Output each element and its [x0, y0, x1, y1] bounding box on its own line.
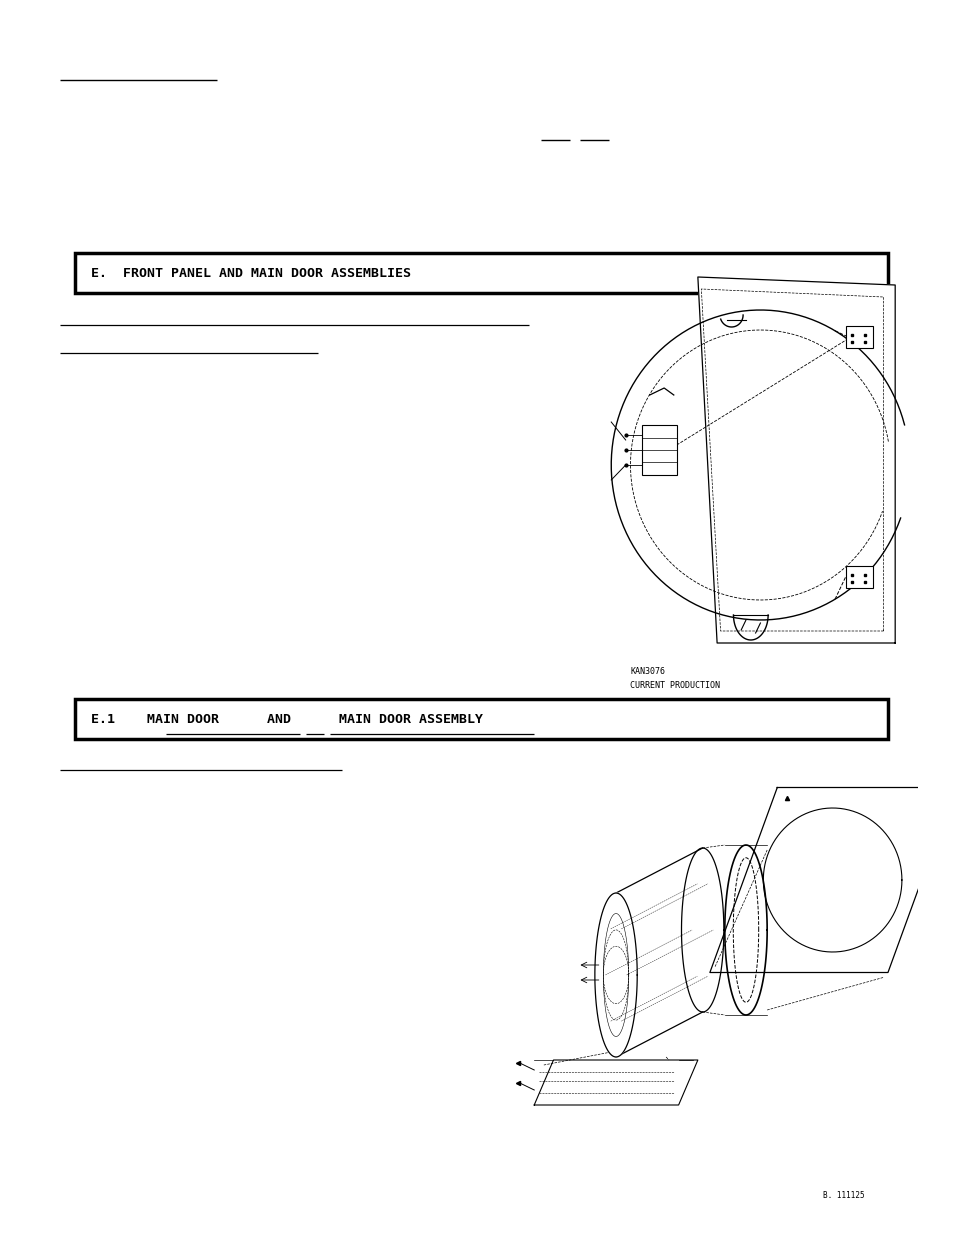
Bar — [845, 326, 872, 348]
Polygon shape — [534, 1060, 698, 1105]
Bar — [75, 699, 887, 739]
Polygon shape — [698, 277, 894, 643]
Text: KAN3076: KAN3076 — [630, 667, 665, 676]
Text: B. 111125: B. 111125 — [822, 1191, 863, 1200]
Text: E.1    MAIN DOOR      AND      MAIN DOOR ASSEMBLY: E.1 MAIN DOOR AND MAIN DOOR ASSEMBLY — [91, 713, 483, 726]
Polygon shape — [595, 893, 637, 1057]
Text: CURRENT PRODUCTION: CURRENT PRODUCTION — [630, 680, 720, 690]
Text: E.  FRONT PANEL AND MAIN DOOR ASSEMBLIES: E. FRONT PANEL AND MAIN DOOR ASSEMBLIES — [91, 267, 411, 280]
Polygon shape — [709, 788, 953, 972]
Bar — [845, 566, 872, 588]
Bar — [75, 253, 887, 293]
Bar — [641, 425, 676, 475]
